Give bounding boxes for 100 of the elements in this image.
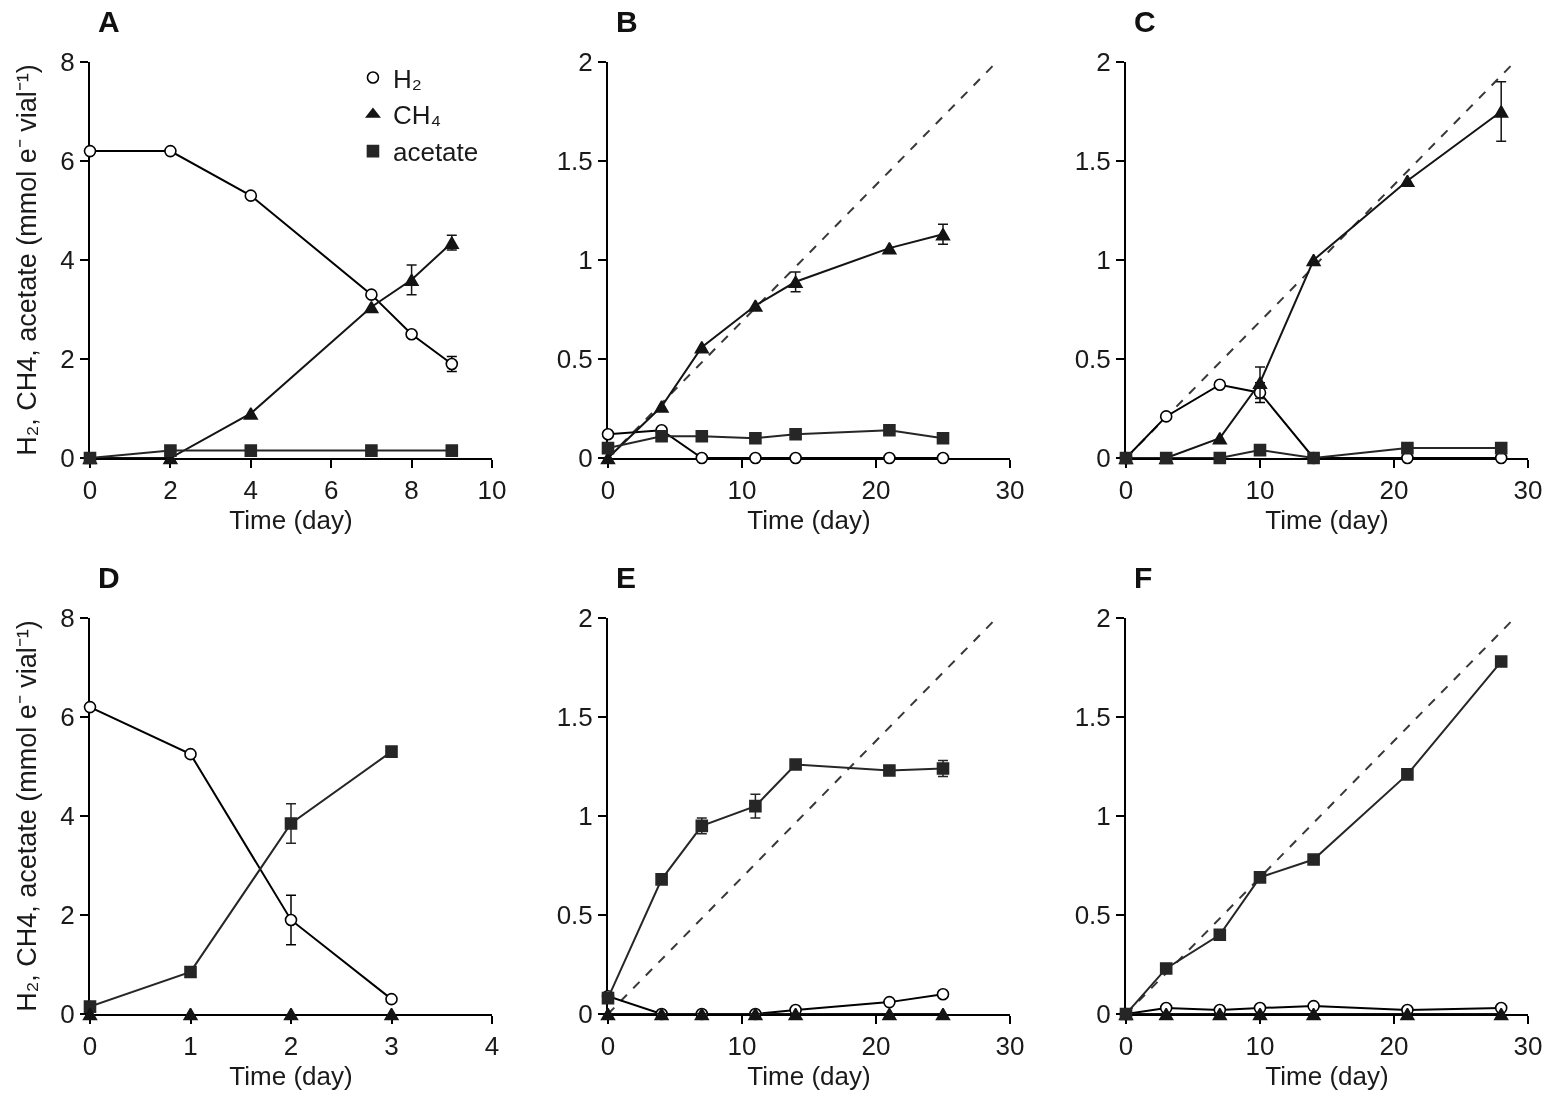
point [384,1007,399,1021]
chart-title: A [98,4,120,38]
y-tick-label: 1 [578,801,593,832]
point [935,227,951,241]
point [164,144,177,158]
point [385,745,398,758]
x-tick-label: 30 [995,1031,1025,1062]
point [1212,431,1227,445]
chart-title: E [616,560,637,594]
y-tick-label: 1.5 [556,146,593,177]
point [284,913,298,927]
x-tick-label: 10 [477,475,507,506]
point [1400,1007,1415,1021]
y-tick-label: 2 [60,344,75,375]
chart-title: B [616,4,638,38]
x-tick-label: 0 [1118,475,1134,506]
y-tick-label: 1.5 [1074,702,1111,733]
point [1253,443,1267,457]
point [789,451,802,465]
point [749,451,762,465]
point [655,429,668,443]
point [1401,441,1414,455]
point [1494,105,1509,118]
point [445,444,459,457]
x-tick-label: 0 [600,1031,616,1062]
point [1212,1007,1227,1021]
point [936,451,950,465]
point [749,799,762,813]
legend-label: CH₄ [392,100,442,131]
y-tick-label: 4 [60,245,75,276]
point [655,873,668,886]
point [789,758,802,771]
point [936,431,950,445]
x-tick-label: 6 [323,475,339,506]
point [365,444,378,457]
y-tick-label: 0 [60,443,75,474]
x-tick-label: 0 [600,475,616,506]
x-tick-label: 10 [1245,1031,1275,1062]
point [83,700,97,714]
point [243,407,258,420]
y-tick-label: 0 [1096,443,1111,474]
point [283,1007,299,1021]
x-axis-title: Time (day) [1265,505,1389,536]
point [404,273,419,287]
point [1253,871,1267,884]
y-tick-label: 6 [60,146,75,177]
x-tick-label: 10 [727,1031,757,1062]
y-tick-label: 0 [578,999,593,1030]
x-tick-label: 30 [995,475,1025,506]
chart-title: C [1134,4,1156,38]
x-tick-label: 0 [82,1031,98,1062]
point [1400,174,1415,188]
y-tick-label: 1 [1096,801,1111,832]
point [695,429,709,443]
y-tick-label: 2 [60,900,75,931]
x-tick-label: 0 [82,475,98,506]
x-tick-label: 20 [861,1031,891,1062]
point [83,144,97,158]
point [385,992,398,1006]
y-tick-label: 0 [578,443,593,474]
point [788,275,803,289]
y-tick-label: 2 [578,47,593,78]
x-tick-label: 30 [1513,1031,1543,1062]
point [164,444,177,457]
point [1159,410,1173,423]
x-tick-label: 8 [404,475,419,506]
x-tick-label: 3 [384,1031,399,1062]
point [749,431,762,445]
y-tick-label: 8 [60,47,75,78]
chart-title: F [1134,560,1153,594]
chart-title: D [98,560,120,594]
legend-label: H₂ [392,63,422,94]
y-tick-label: 1 [578,245,593,276]
x-tick-label: 2 [163,475,178,506]
y-tick-label: 2 [578,603,593,634]
y-tick-label: 0.5 [1074,344,1111,375]
y-tick-label: 0.5 [556,344,593,375]
x-tick-label: 20 [1379,1031,1409,1062]
point [935,1007,951,1021]
x-axis-title: Time (day) [1265,1061,1389,1092]
y-tick-label: 2 [1096,47,1111,78]
point [883,995,896,1009]
x-axis-title: Time (day) [229,505,353,536]
point [405,327,418,341]
x-tick-label: 1 [183,1031,198,1062]
point [1401,768,1414,781]
point [1159,1007,1174,1021]
point [694,340,709,354]
point [184,747,197,761]
point [882,1007,897,1021]
point [748,299,763,312]
x-tick-label: 10 [727,475,757,506]
y-tick-label: 4 [60,801,75,832]
x-tick-label: 2 [283,1031,299,1062]
point [654,400,669,413]
point [1252,376,1268,390]
point [1494,1007,1509,1021]
x-tick-label: 20 [861,475,891,506]
point [1306,253,1321,267]
x-tick-label: 10 [1245,475,1275,506]
